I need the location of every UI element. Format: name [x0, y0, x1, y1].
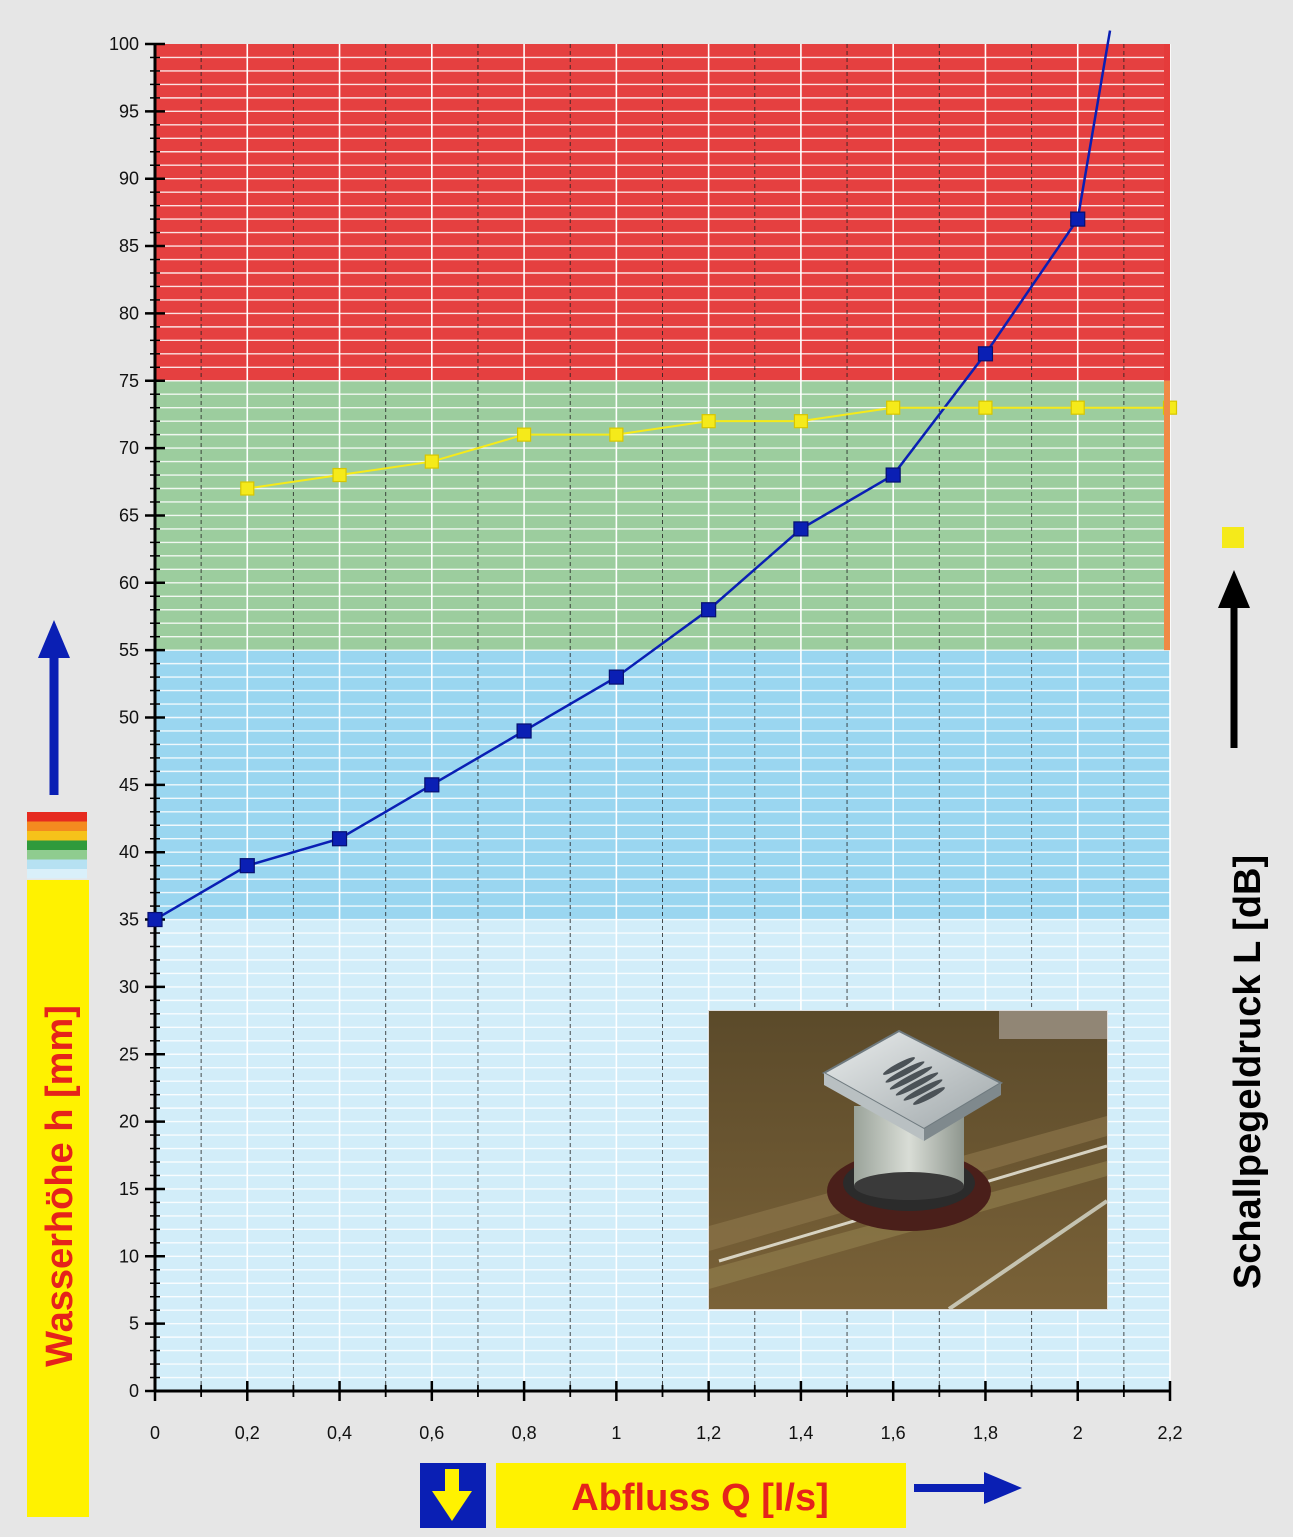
series-0-line [154, 30, 1112, 921]
series-0-point [885, 467, 901, 483]
level-color-swatch [27, 850, 87, 860]
series-1-point [516, 427, 532, 442]
series-0-point [147, 911, 163, 928]
y-tick-label: 35 [119, 910, 139, 930]
y-tick-label: 55 [119, 640, 139, 660]
series-0-point [1070, 211, 1086, 227]
y-tick-label: 90 [119, 169, 139, 189]
y-tick-label: 50 [119, 708, 139, 728]
series-layer [147, 30, 1178, 928]
x-tick-label: 0,2 [235, 1423, 260, 1443]
y-tick-label: 15 [119, 1179, 139, 1199]
y-tick-label: 45 [119, 775, 139, 795]
y-tick-label: 40 [119, 842, 139, 862]
y-tick-label: 100 [109, 34, 139, 54]
x-tick-label: 0,6 [419, 1423, 444, 1443]
level-color-swatch [27, 812, 87, 822]
x-tick-label: 1 [611, 1423, 621, 1443]
series-0-point [701, 602, 717, 618]
x-axis-title: Abfluss Q [l/s] [571, 1477, 829, 1519]
series-0-point [977, 346, 994, 362]
x-tick-label: 1,2 [696, 1423, 721, 1443]
series-1-point [332, 467, 347, 483]
y2-axis-title: Schallpegeldruck L [dB] [1227, 855, 1269, 1289]
x-tick-label: 1,8 [973, 1423, 998, 1443]
level-color-swatch [27, 840, 87, 850]
y-tick-label: 5 [129, 1314, 139, 1334]
series-0-point [239, 858, 255, 874]
series-1-point [1070, 400, 1085, 415]
y-tick-label: 95 [119, 101, 139, 121]
level-color-swatch [27, 859, 87, 869]
level-color-swatch [27, 831, 87, 841]
floor-drain-photo [708, 1010, 1108, 1310]
y-tick-label: 80 [119, 303, 139, 323]
up-arrow-head [38, 620, 70, 658]
y-axis-title: Wasserhöhe h [mm] [39, 1005, 81, 1367]
x-tick-label: 0 [150, 1423, 160, 1443]
x-tick-label: 1,6 [881, 1423, 906, 1443]
axes: 0510152025303540455055606570758085909510… [109, 34, 1183, 1443]
series-1-point [609, 427, 624, 442]
x-tick-label: 2 [1073, 1423, 1083, 1443]
x-tick-label: 1,4 [788, 1423, 813, 1443]
y-tick-label: 20 [119, 1112, 139, 1132]
series-1-point [793, 414, 809, 429]
right-arrow-head [984, 1472, 1022, 1504]
series-1-point [886, 400, 901, 415]
decorations: Wasserhöhe h [mm] Schallpegeldruck L [dB]… [27, 44, 1269, 1528]
series-0-point [424, 777, 440, 793]
y-tick-label: 10 [119, 1246, 139, 1266]
series-1-point [978, 400, 993, 415]
y-tick-label: 65 [119, 505, 139, 525]
edge-strip-orange [1164, 380, 1170, 651]
sound-legend-marker [1222, 527, 1244, 548]
series-1-point [240, 481, 255, 496]
ylabel-highlight [27, 880, 89, 1517]
y-tick-label: 0 [129, 1381, 139, 1401]
edge-strip-red [1164, 44, 1170, 381]
y-tick-label: 30 [119, 977, 139, 997]
y-tick-label: 85 [119, 236, 139, 256]
series-1-point [701, 414, 716, 429]
xlabel-highlight [496, 1463, 906, 1528]
x-tick-label: 0,8 [512, 1423, 537, 1443]
y-tick-label: 70 [119, 438, 139, 458]
series-0-point [331, 831, 348, 847]
series-0-point [608, 669, 624, 685]
y-tick-label: 60 [119, 573, 139, 593]
sound-arrow-head [1218, 570, 1250, 608]
level-color-swatch [27, 869, 87, 879]
down-arrow-head [432, 1491, 472, 1521]
level-color-swatch [27, 821, 87, 831]
y-tick-label: 75 [119, 371, 139, 391]
series-0-point [516, 723, 532, 739]
down-arrow-shaft [445, 1469, 459, 1493]
series-0-point [793, 521, 809, 537]
y-tick-label: 25 [119, 1044, 139, 1064]
x-tick-label: 2,2 [1157, 1423, 1182, 1443]
series-1-point [424, 454, 439, 469]
x-tick-label: 0,4 [327, 1423, 352, 1443]
